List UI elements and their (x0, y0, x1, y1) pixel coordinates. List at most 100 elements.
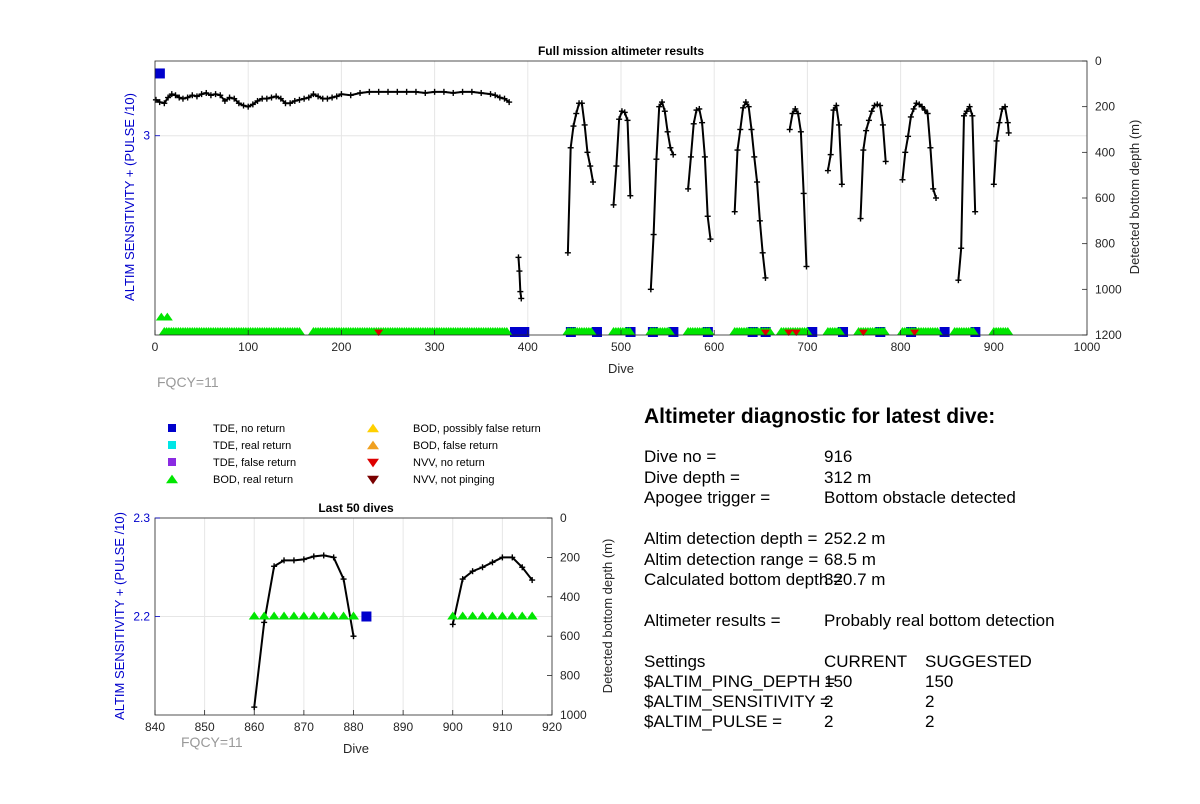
depth-point (969, 112, 976, 119)
y-left-tick-label: 2.2 (133, 610, 150, 624)
bod-real-return-marker (308, 611, 320, 620)
depth-point (165, 94, 172, 101)
bod-real-return-marker (258, 611, 270, 620)
depth-point (667, 144, 674, 151)
x-tick-label: 700 (797, 340, 817, 354)
depth-point (261, 619, 268, 626)
depth-point (161, 100, 168, 107)
depth-point (874, 101, 881, 108)
depth-point (301, 95, 308, 102)
legend-label: NVV, not pinging (413, 474, 495, 486)
depth-point (412, 88, 419, 95)
last50-chart-ticks: 840 850 860 870 880 890 900 910 920 2.2 2.3 0 200 400… (133, 511, 587, 734)
depth-point (860, 147, 867, 154)
depth-point (207, 92, 214, 99)
depth-point (996, 119, 1003, 126)
last50-chart-title: Last 50 dives (318, 501, 394, 515)
depth-point (701, 153, 708, 160)
diagnostic-row: Dive no = 916 (644, 447, 852, 466)
diagnostic-value: 320.7 m (824, 570, 885, 589)
tde-no-return-marker (668, 327, 679, 337)
depth-point (734, 147, 741, 154)
diagnostic-label: Altim detection depth = (644, 529, 817, 548)
depth-point (621, 109, 628, 116)
bod-real-return-marker (496, 611, 508, 620)
depth-point (573, 110, 580, 117)
depth-point (653, 156, 660, 163)
depth-point (927, 144, 934, 151)
depth-point (759, 249, 766, 256)
legend-item: TDE, false return (168, 457, 296, 469)
depth-point (921, 107, 928, 114)
depth-point (664, 128, 671, 135)
y-right-tick-label: 200 (1095, 100, 1115, 114)
settings-cell: $ALTIM_PULSE = (644, 712, 782, 731)
depth-point (492, 92, 499, 99)
depth-point (499, 554, 506, 561)
y-right-tick-label: 600 (560, 629, 580, 643)
depth-point (338, 91, 345, 98)
depth-point (578, 100, 585, 107)
depth-point (863, 127, 870, 134)
tde-no-return-marker (807, 327, 818, 337)
depth-point (519, 564, 526, 571)
settings-header-cell: SUGGESTED (925, 652, 1032, 671)
bod-real-return-marker (278, 611, 290, 620)
depth-point (479, 564, 486, 571)
depth-point (300, 556, 307, 563)
last50-chart-data (248, 552, 538, 711)
legend-label: BOD, real return (213, 474, 293, 486)
depth-point (659, 99, 666, 106)
depth-point (184, 94, 191, 101)
legend-label: NVV, no return (413, 457, 485, 469)
y-right-tick-label: 0 (560, 511, 567, 525)
depth-point (152, 96, 159, 103)
depth-point (590, 179, 597, 186)
last50-chart-ylabel-left: ALTIM SENSITIVITY + (PULSE /10) (112, 512, 127, 720)
depth-point (469, 568, 476, 575)
depth-point (960, 112, 967, 119)
depth-point (172, 92, 179, 99)
depth-point (567, 144, 574, 151)
diagnostic-row: Dive depth = 312 m (644, 468, 871, 487)
depth-point (661, 108, 668, 115)
x-tick-label: 200 (331, 340, 351, 354)
legend-triangle-up-icon (367, 440, 379, 450)
depth-point (756, 217, 763, 224)
depth-point (394, 88, 401, 95)
bod-real-return-marker (834, 327, 846, 335)
bod-real-return-marker (288, 611, 300, 620)
depth-point (993, 137, 1000, 144)
bod-real-return-marker (624, 327, 636, 335)
depth-point (930, 185, 937, 192)
tde-no-return-marker (509, 327, 520, 337)
last50-chart-xlabel: Dive (343, 741, 369, 756)
depth-point (189, 92, 196, 99)
tde-no-return-marker (154, 68, 165, 79)
depth-point (833, 102, 840, 109)
legend-triangle-up-icon (166, 474, 178, 484)
legend-square-icon (168, 424, 176, 432)
y-right-tick-label: 1000 (560, 708, 587, 722)
depth-point (786, 126, 793, 133)
depth-point (1001, 103, 1008, 110)
depth-point (907, 113, 914, 120)
depth-point (868, 108, 875, 115)
bod-real-return-marker (585, 327, 597, 335)
depth-point (958, 245, 965, 252)
nvv-no-return-marker (791, 329, 801, 337)
depth-point (795, 110, 802, 117)
depth-point (587, 163, 594, 170)
bod-real-return-marker (477, 611, 489, 620)
nvv-no-return-marker (910, 329, 920, 337)
depth-point (468, 88, 475, 95)
depth-point (431, 88, 438, 95)
depth-point (263, 95, 270, 102)
diagnostic-label: Apogee trigger = (644, 488, 770, 507)
depth-point (403, 88, 410, 95)
tde-no-return-marker (939, 327, 950, 337)
settings-cell: 2 (824, 712, 833, 731)
diagnostic-value: Bottom obstacle detected (824, 488, 1016, 507)
depth-point (564, 249, 571, 256)
